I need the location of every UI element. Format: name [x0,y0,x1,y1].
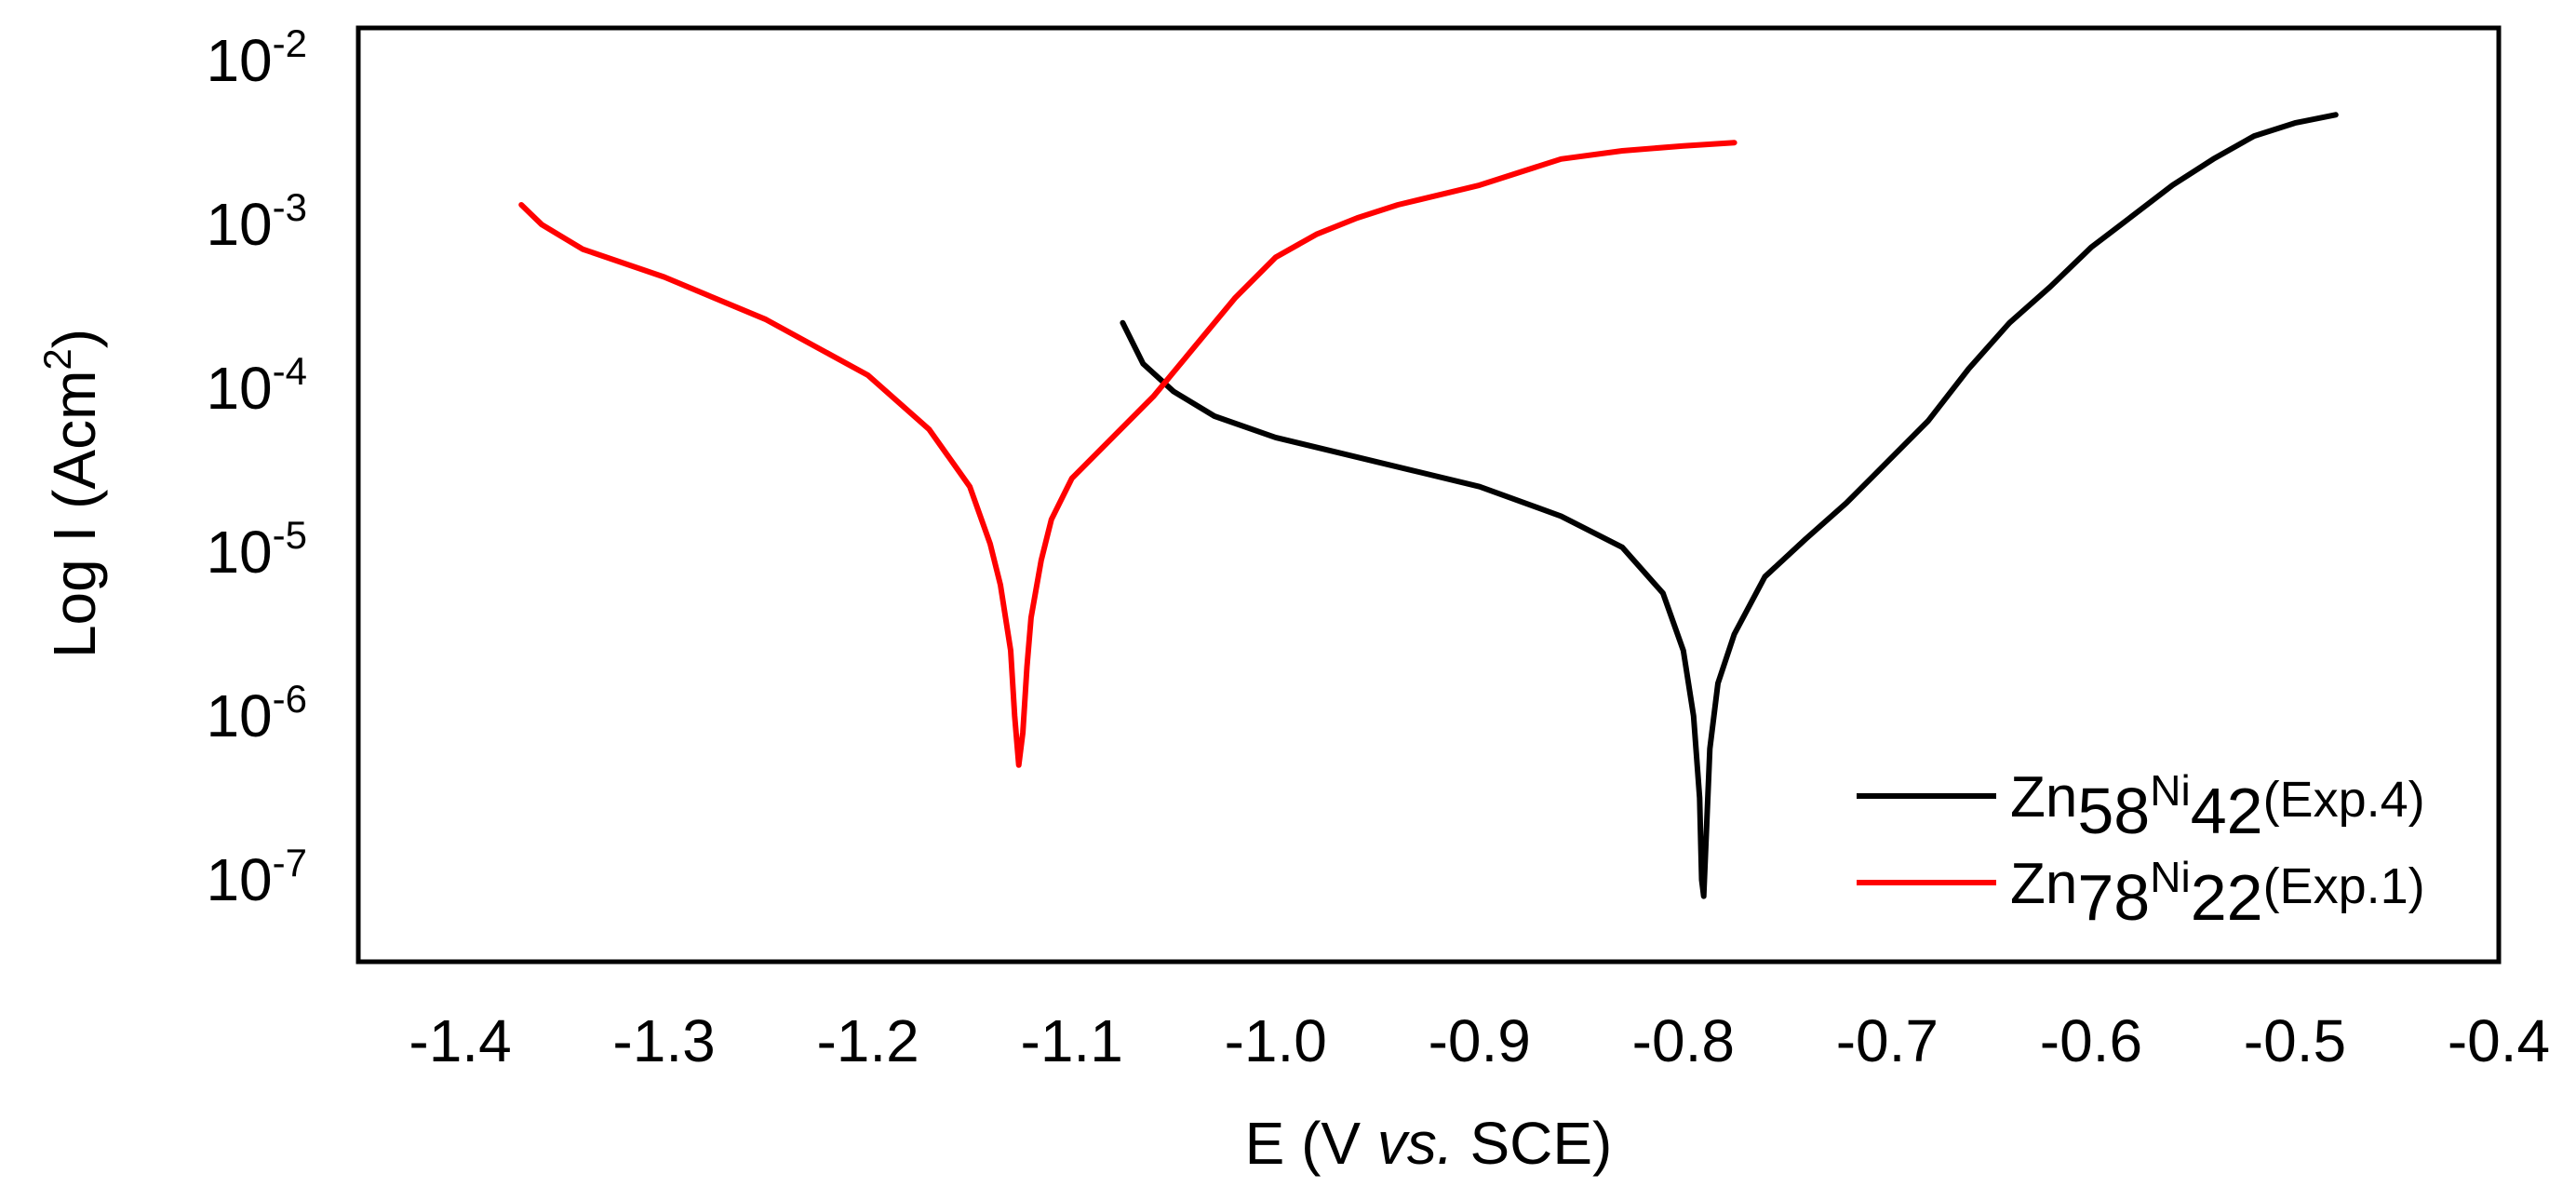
series-line-zn58ni42 [1120,112,2339,899]
x-tick-label: -1.2 [816,1007,919,1074]
x-tick-label: -1.4 [409,1007,511,1074]
x-tick-label: -1.1 [1021,1007,1123,1074]
y-axis-title: Log I (Acm2) [35,329,108,658]
y-tick-label: 10-3 [206,185,307,258]
x-tick-label: -0.7 [1836,1007,1939,1074]
y-tick-label: 10-2 [206,21,307,94]
y-axis-ticks: 10-2 10-3 10-4 10-5 10-6 10-7 [206,21,307,913]
y-tick-label: 10-6 [206,677,307,749]
x-tick-label: -0.9 [1429,1007,1531,1074]
x-tick-label: -0.6 [2040,1007,2142,1074]
x-tick-label: -1.0 [1225,1007,1327,1074]
x-tick-label: -0.4 [2448,1007,2550,1074]
x-tick-label: -0.5 [2244,1007,2346,1074]
legend-label: Zn78Ni22(Exp.1) [2010,852,2425,934]
y-tick-label: 10-7 [206,841,307,913]
series-layer [518,112,2339,899]
x-tick-label: -1.3 [612,1007,715,1074]
legend-label: Zn58Ni42(Exp.4) [2010,765,2425,847]
x-axis-title: E (V vs. SCE) [1245,1110,1613,1177]
legend: Zn58Ni42(Exp.4)Zn78Ni22(Exp.1) [1857,765,2425,934]
y-tick-label: 10-4 [206,349,307,422]
plot-frame [356,25,2502,965]
y-tick-label: 10-5 [206,513,307,586]
x-axis-ticks: -1.4 -1.3 -1.2 -1.1 -1.0 -0.9 -0.8 -0.7 -0.6 -0.5… [409,1007,2550,1074]
series-line-zn78ni22 [518,140,1737,768]
x-tick-label: -0.8 [1632,1007,1735,1074]
